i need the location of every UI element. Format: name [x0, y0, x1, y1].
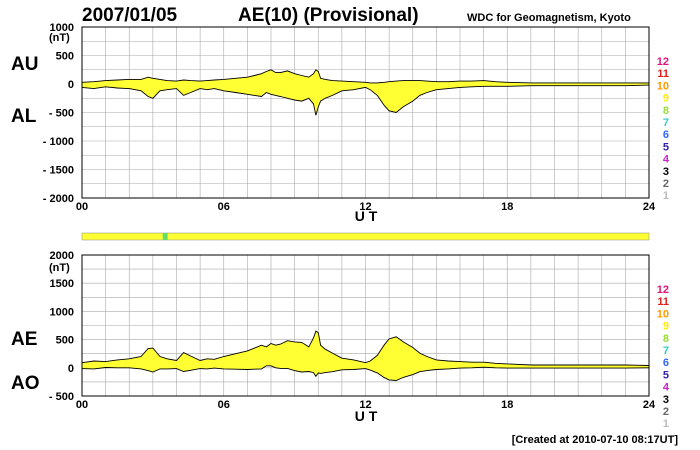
station-level-label: 2 [663, 406, 669, 418]
ae-ao-plot-frame [81, 254, 650, 397]
station-level-label: 3 [663, 166, 669, 178]
x-tick-label: 06 [218, 201, 230, 213]
band-fill-ae-ao [82, 331, 649, 381]
au-al-plot-frame [81, 26, 650, 199]
y-tick-label: 1500 [50, 278, 74, 290]
station-level-label: 3 [663, 394, 669, 406]
x-tick-label: 18 [501, 399, 513, 411]
station-level-label: 12 [657, 284, 669, 296]
x-tick-label: 00 [76, 201, 88, 213]
station-level-label: 8 [663, 105, 669, 117]
station-level-label: 9 [663, 321, 669, 333]
ae-label: AE [11, 329, 37, 350]
x-tick-label: 00 [76, 399, 88, 411]
ae-ao-y-unit: (nT) [49, 262, 70, 274]
station-level-label: 7 [663, 117, 669, 129]
y-tick-label: - 500 [49, 108, 74, 120]
station-level-label: 6 [663, 357, 669, 369]
ae-ao-grid [81, 254, 650, 397]
x-tick-label: 12 [359, 399, 371, 411]
y-tick-label: 0 [68, 79, 74, 91]
station-level-label: 11 [657, 296, 669, 308]
station-level-label: 7 [663, 345, 669, 357]
x-tick-label: 12 [359, 201, 371, 213]
station-level-label: 12 [657, 56, 669, 68]
station-level-label: 6 [663, 129, 669, 141]
au-al-areas [81, 69, 650, 116]
station-level-label: 5 [663, 141, 669, 153]
x-tick-label: 18 [501, 201, 513, 213]
y-tick-label: 1000 [50, 22, 74, 34]
ae-ao-x-ticks: 00 06 12 18 24 [76, 399, 656, 411]
y-tick-label: 1000 [50, 306, 74, 318]
station-count-bar [81, 232, 650, 241]
station-level-label: 11 [657, 68, 669, 80]
au-al-x-axis-label: U T [355, 208, 378, 224]
station-bar-background [81, 232, 650, 241]
station-level-label: 8 [663, 333, 669, 345]
station-level-label: 1 [663, 190, 669, 202]
station-level-label: 10 [657, 80, 669, 92]
y-tick-label: - 500 [49, 391, 74, 403]
station-level-label: 10 [657, 308, 669, 320]
y-tick-label: 500 [56, 51, 74, 63]
y-tick-label: 0 [68, 363, 74, 375]
created-timestamp: [Created at 2010-07-10 08:17UT] [512, 434, 679, 446]
y-tick-label: 2000 [50, 250, 74, 262]
au-al-y-unit: (nT) [49, 32, 70, 44]
band-fill-au-al [82, 69, 649, 116]
station-level-label: 5 [663, 369, 669, 381]
y-tick-label: 500 [56, 335, 74, 347]
station-level-label: 9 [663, 93, 669, 105]
ae-ao-areas [81, 330, 650, 381]
ae-ao-y-ticks: 2000 1500 1000 500 0 - 500 [49, 250, 74, 403]
au-label: AU [11, 54, 38, 75]
series-line-al [81, 84, 650, 116]
source-credit: WDC for Geomagnetism, Kyoto [467, 12, 631, 24]
series-line-ae [81, 330, 650, 366]
station-level-label: 1 [663, 418, 669, 430]
series-line-ao [81, 365, 650, 381]
y-tick-label: - 2000 [43, 193, 74, 205]
series-line-au [81, 69, 649, 84]
ae-ao-x-axis-label: U T [355, 408, 378, 424]
station-level-label: 4 [663, 154, 670, 166]
x-tick-label: 24 [643, 201, 656, 213]
y-tick-label: - 1000 [43, 136, 74, 148]
index-title: AE(10) (Provisional) [238, 5, 419, 26]
station-level-label: 4 [663, 382, 670, 394]
x-tick-label: 24 [643, 399, 656, 411]
au-al-y-ticks: 1000 500 0 - 500 - 1000 - 1500 - 2000 [43, 22, 74, 205]
al-label: AL [11, 106, 37, 127]
station-level-label: 2 [663, 178, 669, 190]
y-tick-label: - 1500 [43, 165, 74, 177]
station-bar-marker [162, 233, 168, 240]
x-tick-label: 06 [218, 399, 230, 411]
date-title: 2007/01/05 [82, 5, 178, 26]
au-al-grid [81, 26, 650, 199]
au-al-x-ticks: 00 06 12 18 24 [76, 201, 656, 213]
ao-label: AO [11, 373, 40, 394]
